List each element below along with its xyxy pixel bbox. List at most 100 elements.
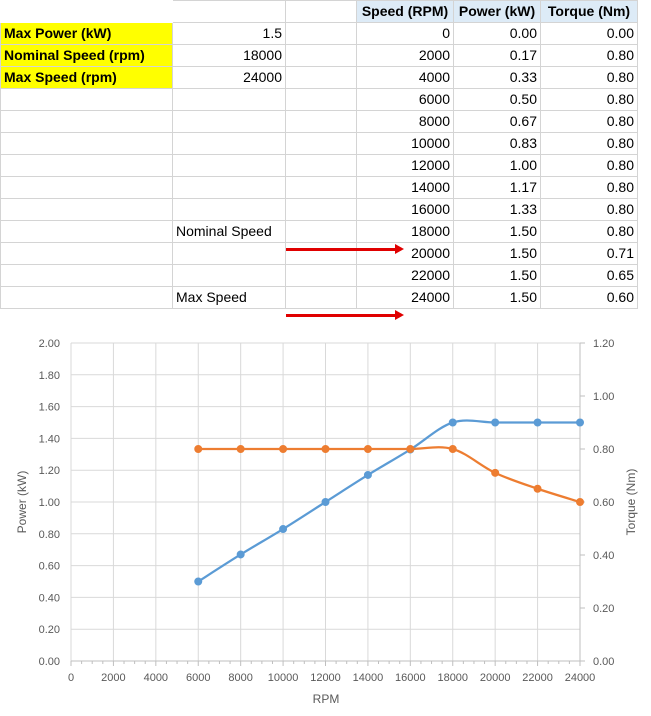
param-value-nominal-speed[interactable]: 18000 xyxy=(172,44,286,67)
empty-cell[interactable] xyxy=(172,198,286,221)
series-line-2 xyxy=(198,446,581,504)
param-label-max-power[interactable]: Max Power (kW) xyxy=(0,22,173,45)
param-value-max-speed[interactable]: 24000 xyxy=(172,66,286,89)
speed-cell[interactable]: 2000 xyxy=(356,44,454,67)
empty-cell[interactable] xyxy=(285,132,357,155)
param-label-max-speed[interactable]: Max Speed (rpm) xyxy=(0,66,173,89)
torque-cell[interactable]: 0.80 xyxy=(540,66,638,89)
speed-cell[interactable]: 14000 xyxy=(356,176,454,199)
empty-cell[interactable] xyxy=(285,176,357,199)
empty-cell[interactable] xyxy=(172,176,286,199)
y-tick-label: 1.40 xyxy=(39,433,60,445)
y2-tick-label: 0.00 xyxy=(593,656,614,668)
speed-cell[interactable]: 16000 xyxy=(356,198,454,221)
empty-cell[interactable] xyxy=(285,0,357,23)
speed-cell[interactable]: 20000 xyxy=(356,242,454,265)
power-cell[interactable]: 0.00 xyxy=(453,22,541,45)
power-cell[interactable]: 1.50 xyxy=(453,286,541,309)
empty-cell[interactable] xyxy=(285,198,357,221)
torque-cell[interactable]: 0.80 xyxy=(540,132,638,155)
power-cell[interactable]: 0.67 xyxy=(453,110,541,133)
empty-cell[interactable] xyxy=(0,286,173,309)
empty-cell[interactable] xyxy=(0,110,173,133)
power-cell[interactable]: 1.50 xyxy=(453,264,541,287)
speed-cell[interactable]: 24000 xyxy=(356,286,454,309)
speed-cell[interactable]: 10000 xyxy=(356,132,454,155)
speed-cell[interactable]: 8000 xyxy=(356,110,454,133)
empty-cell[interactable] xyxy=(285,264,357,287)
empty-cell[interactable] xyxy=(285,88,357,111)
speed-cell[interactable]: 12000 xyxy=(356,154,454,177)
empty-cell[interactable] xyxy=(285,154,357,177)
param-value-max-power[interactable]: 1.5 xyxy=(172,22,286,45)
header-speed[interactable]: Speed (RPM) xyxy=(356,0,454,23)
power-cell[interactable]: 1.50 xyxy=(453,220,541,243)
empty-cell[interactable] xyxy=(285,286,357,309)
table-row: 16000 1.33 0.80 xyxy=(0,198,638,221)
torque-cell[interactable]: 0.00 xyxy=(540,22,638,45)
header-power[interactable]: Power (kW) xyxy=(453,0,541,23)
y2-axis-ticks: 0.00 0.20 0.40 0.60 0.80 1.00 1.20 xyxy=(593,338,614,668)
nominal-speed-annotation[interactable]: Nominal Speed xyxy=(172,220,286,243)
torque-cell[interactable]: 0.71 xyxy=(540,242,638,265)
empty-cell[interactable] xyxy=(285,44,357,67)
speed-cell[interactable]: 18000 xyxy=(356,220,454,243)
speed-cell[interactable]: 4000 xyxy=(356,66,454,89)
torque-cell[interactable]: 0.60 xyxy=(540,286,638,309)
torque-cell[interactable]: 0.80 xyxy=(540,88,638,111)
torque-cell[interactable]: 0.80 xyxy=(540,198,638,221)
series-line-1 xyxy=(197,419,580,583)
empty-cell[interactable] xyxy=(172,110,286,133)
empty-cell[interactable] xyxy=(285,220,357,243)
power-cell[interactable]: 0.33 xyxy=(453,66,541,89)
torque-cell[interactable]: 0.80 xyxy=(540,44,638,67)
empty-cell[interactable] xyxy=(172,264,286,287)
empty-cell[interactable] xyxy=(285,242,357,265)
empty-cell[interactable] xyxy=(0,264,173,287)
x-tick-label: 10000 xyxy=(268,672,299,684)
empty-cell[interactable] xyxy=(172,242,286,265)
nominal-speed-arrow xyxy=(286,244,404,254)
empty-cell[interactable] xyxy=(0,220,173,243)
torque-cell[interactable]: 0.65 xyxy=(540,264,638,287)
max-speed-annotation[interactable]: Max Speed xyxy=(172,286,286,309)
x-tick-label: 8000 xyxy=(228,672,252,684)
empty-cell[interactable] xyxy=(0,154,173,177)
power-cell[interactable]: 0.83 xyxy=(453,132,541,155)
empty-cell[interactable] xyxy=(172,0,286,23)
empty-cell[interactable] xyxy=(1,1,173,23)
torque-cell[interactable]: 0.80 xyxy=(540,110,638,133)
param-label-nominal-speed[interactable]: Nominal Speed (rpm) xyxy=(0,44,173,67)
speed-cell[interactable]: 0 xyxy=(356,22,454,45)
y2-tick-label: 0.20 xyxy=(593,603,614,615)
header-torque[interactable]: Torque (Nm) xyxy=(540,0,638,23)
power-cell[interactable]: 1.00 xyxy=(453,154,541,177)
empty-cell[interactable] xyxy=(172,88,286,111)
y2-tick-label: 1.20 xyxy=(593,338,614,350)
empty-cell[interactable] xyxy=(285,66,357,89)
empty-cell[interactable] xyxy=(0,176,173,199)
speed-cell[interactable]: 6000 xyxy=(356,88,454,111)
speed-cell[interactable]: 22000 xyxy=(356,264,454,287)
empty-cell[interactable] xyxy=(0,132,173,155)
empty-cell[interactable] xyxy=(285,110,357,133)
power-cell[interactable]: 1.33 xyxy=(453,198,541,221)
chart-markers xyxy=(194,418,584,586)
data-point-series-2 xyxy=(236,445,245,453)
empty-cell[interactable] xyxy=(0,198,173,221)
power-cell[interactable]: 0.17 xyxy=(453,44,541,67)
empty-cell[interactable] xyxy=(0,242,173,265)
torque-cell[interactable]: 0.80 xyxy=(540,176,638,199)
power-cell[interactable]: 1.50 xyxy=(453,242,541,265)
empty-cell[interactable] xyxy=(172,132,286,155)
empty-cell[interactable] xyxy=(172,154,286,177)
y-tick-label: 0.80 xyxy=(39,529,60,541)
power-cell[interactable]: 0.50 xyxy=(453,88,541,111)
torque-cell[interactable]: 0.80 xyxy=(540,154,638,177)
empty-cell[interactable] xyxy=(0,88,173,111)
empty-cell[interactable] xyxy=(285,22,357,45)
x-tick-label: 24000 xyxy=(565,672,596,684)
torque-cell[interactable]: 0.80 xyxy=(540,220,638,243)
data-point-series-1 xyxy=(194,577,203,586)
power-cell[interactable]: 1.17 xyxy=(453,176,541,199)
